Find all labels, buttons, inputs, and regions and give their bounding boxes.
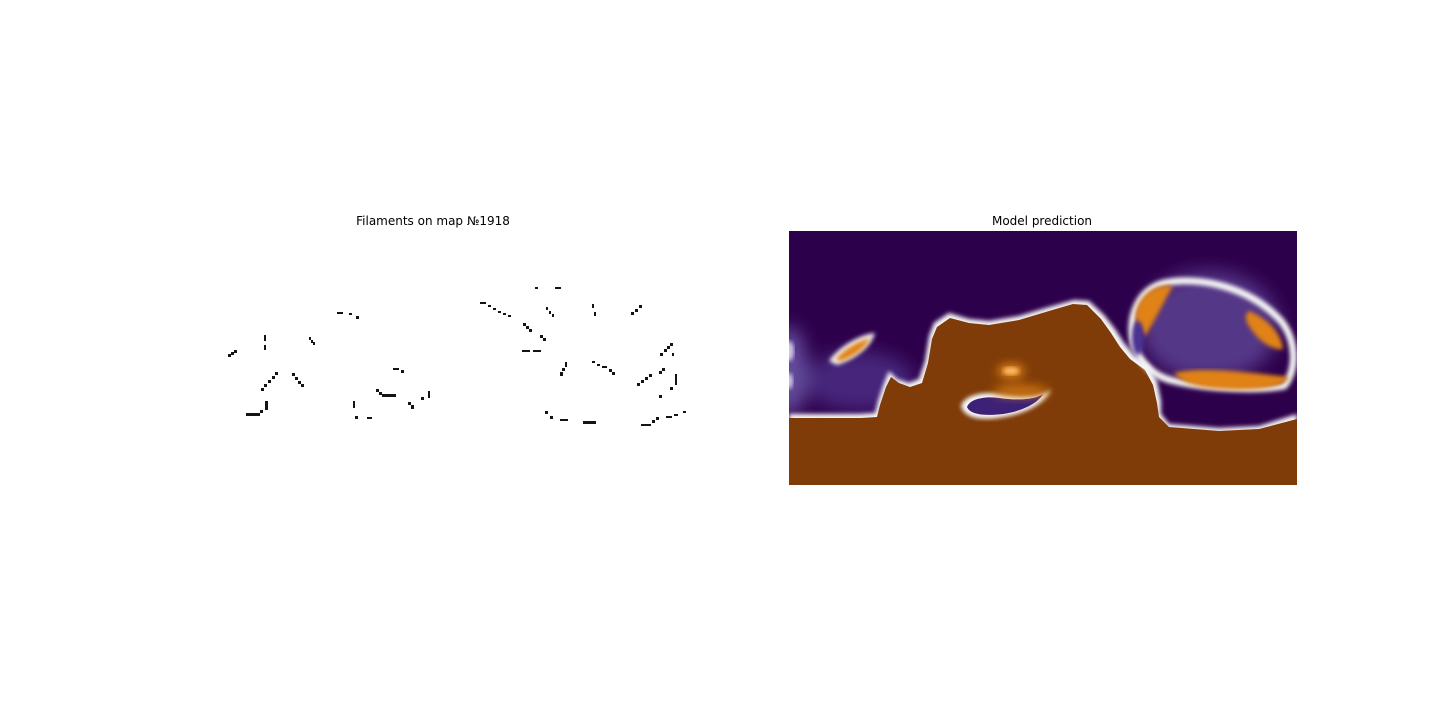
left-panel-title: Filaments on map №1918 <box>356 214 510 228</box>
right-panel-title: Model prediction <box>991 214 1093 228</box>
filament-segments <box>228 287 686 426</box>
filament-map-svg <box>228 287 686 426</box>
prediction-heatmap-image <box>789 231 1297 485</box>
filament-map-image <box>178 231 686 485</box>
prediction-heatmap-svg <box>789 231 1297 485</box>
